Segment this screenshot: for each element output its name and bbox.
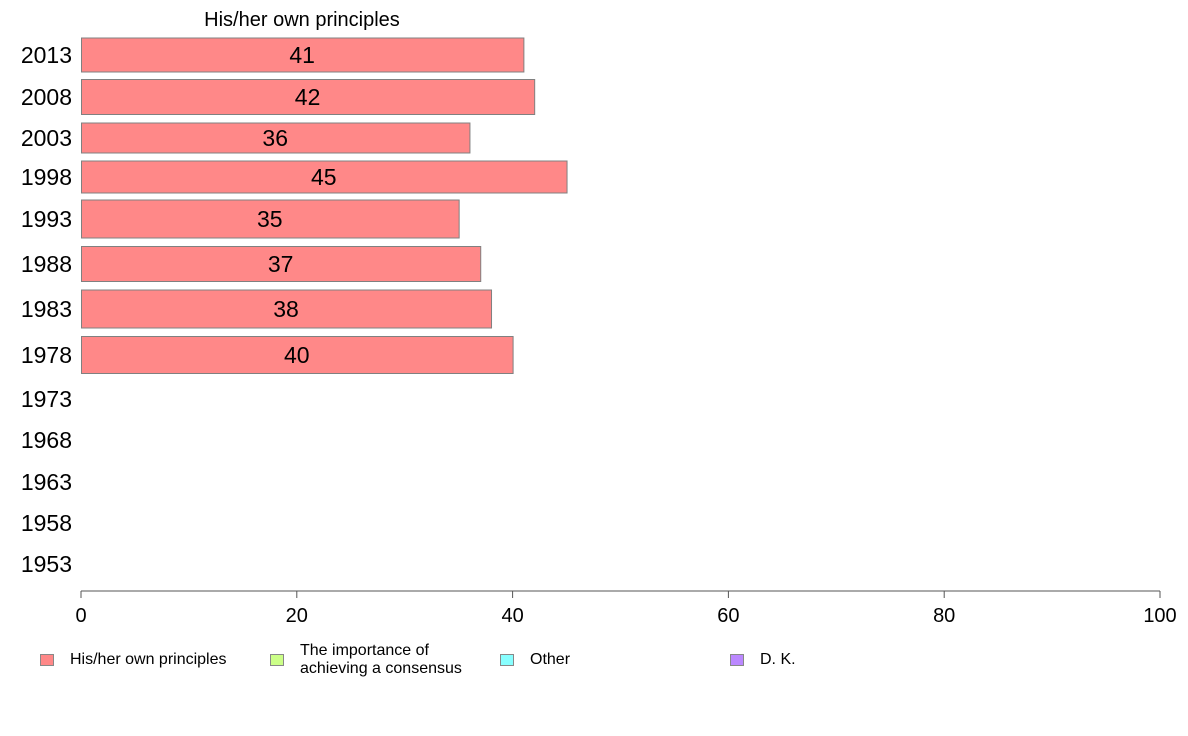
legend-item-consensus: The importance of achieving a consensus: [270, 642, 462, 678]
y-tick-label-2013: 2013: [21, 42, 72, 68]
bar-1983: [81, 289, 493, 329]
x-tick-label-40: 40: [501, 605, 523, 627]
y-tick-label-1958: 1958: [21, 510, 72, 536]
y-tick-label-2008: 2008: [21, 84, 72, 110]
bar-1998: [81, 160, 568, 194]
chart: His/her own principles 2013 41 2008 42 2003 36…: [21, 9, 1177, 627]
bar-2008: [81, 79, 536, 115]
y-tick-label-1983: 1983: [21, 296, 72, 322]
bar-2003: [81, 122, 471, 154]
y-tick-label-1978: 1978: [21, 342, 72, 368]
bar-value-label-1998: 45: [311, 164, 337, 190]
legend-swatch-own-principles: [40, 654, 54, 666]
legend-item-dk: D. K.: [730, 642, 796, 669]
legend-item-own-principles: His/her own principles: [40, 642, 227, 669]
legend-swatch-dk: [730, 654, 744, 666]
bar-value-label-2003: 36: [262, 125, 288, 151]
bar-1993: [81, 199, 460, 239]
y-tick-label-2003: 2003: [21, 125, 72, 151]
y-tick-label-1973: 1973: [21, 386, 72, 412]
x-tick-label-80: 80: [933, 605, 955, 627]
chart-title: His/her own principles: [204, 9, 400, 31]
legend-label-other: Other: [530, 651, 571, 668]
legend-swatch-other: [500, 654, 514, 666]
legend-swatch-consensus: [270, 654, 284, 666]
bar-2013: [81, 37, 525, 73]
legend-label-dk: D. K.: [760, 651, 796, 668]
bar-value-label-2008: 42: [295, 84, 321, 110]
y-tick-label-1993: 1993: [21, 206, 72, 232]
x-tick-label-100: 100: [1143, 605, 1176, 627]
legend-label-consensus: The importance of achieving a consensus: [300, 642, 462, 677]
x-tick-label-20: 20: [286, 605, 308, 627]
legend: His/her own principles The importance of…: [0, 642, 1188, 692]
legend-item-other: Other: [500, 642, 570, 669]
bar-1988: [81, 246, 482, 282]
bar-value-label-2013: 41: [289, 42, 315, 68]
bar-1978: [81, 336, 514, 374]
y-tick-label-1988: 1988: [21, 251, 72, 277]
legend-label-own-principles: His/her own principles: [70, 651, 227, 668]
bar-value-label-1983: 38: [273, 296, 299, 322]
x-tick-label-0: 0: [75, 605, 86, 627]
bar-value-label-1988: 37: [268, 251, 294, 277]
y-tick-label-1953: 1953: [21, 551, 72, 577]
y-tick-label-1963: 1963: [21, 469, 72, 495]
y-tick-label-1968: 1968: [21, 427, 72, 453]
y-tick-label-1998: 1998: [21, 164, 72, 190]
bar-value-label-1978: 40: [284, 342, 310, 368]
x-tick-label-60: 60: [717, 605, 739, 627]
bar-value-label-1993: 35: [257, 206, 283, 232]
